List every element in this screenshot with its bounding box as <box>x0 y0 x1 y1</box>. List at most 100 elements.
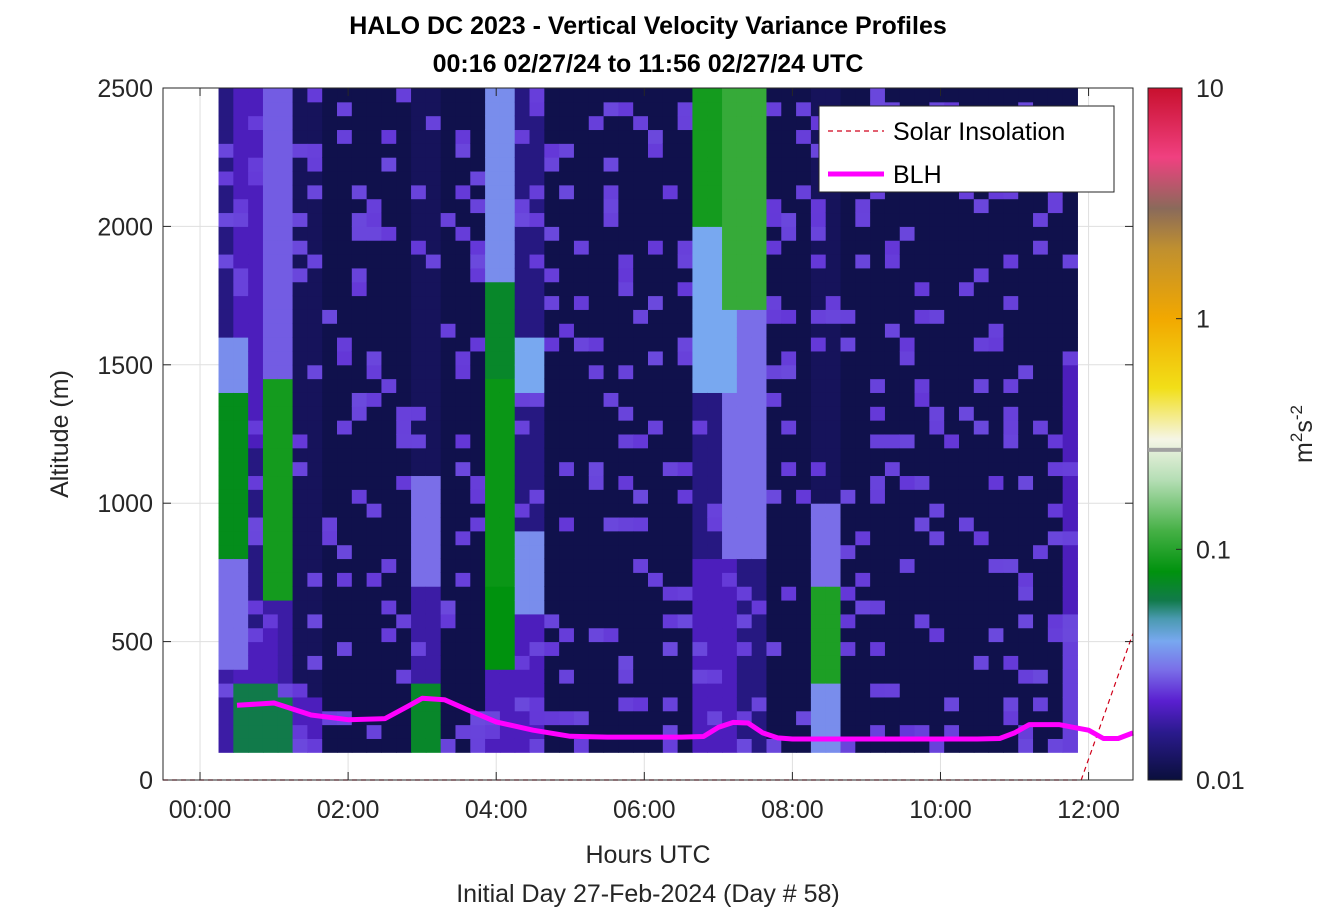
heatmap-cell <box>366 724 382 739</box>
heatmap-cell <box>485 212 501 227</box>
heatmap-cell <box>485 434 501 449</box>
heatmap-cell <box>337 350 353 366</box>
heatmap-cell <box>781 406 797 421</box>
heatmap-cell <box>796 669 812 684</box>
heatmap-cell <box>485 364 501 380</box>
heatmap-cell <box>1003 88 1019 103</box>
heatmap-cell <box>1033 572 1049 587</box>
heatmap-cell <box>218 364 234 380</box>
heatmap-cell <box>381 378 397 393</box>
heatmap-cell <box>722 240 738 255</box>
heatmap-cell <box>381 295 397 310</box>
heatmap-cell <box>1003 683 1019 698</box>
heatmap-cell <box>1018 572 1034 587</box>
heatmap-cell <box>307 724 323 739</box>
heatmap-cell <box>884 281 901 297</box>
heatmap-cell <box>544 517 560 532</box>
heatmap-cell <box>648 129 664 144</box>
heatmap-cell <box>277 364 294 380</box>
heatmap-cell <box>603 627 619 643</box>
heatmap-cell <box>292 627 308 643</box>
heatmap-cell <box>988 406 1004 421</box>
heatmap-cell <box>248 641 264 656</box>
heatmap-cell <box>944 544 960 560</box>
heatmap-cell <box>944 503 960 518</box>
heatmap-cell <box>1003 655 1019 670</box>
heatmap-cell <box>529 115 545 131</box>
heatmap-cell <box>633 641 649 656</box>
heatmap-cell <box>588 669 605 684</box>
heatmap-cell <box>662 641 679 656</box>
heatmap-cell <box>351 489 368 504</box>
heatmap-cell <box>766 226 782 241</box>
heatmap-cell <box>322 309 338 324</box>
heatmap-cell <box>810 281 827 297</box>
heatmap-cell <box>455 198 471 214</box>
heatmap-cell <box>1018 696 1034 712</box>
heatmap-cell <box>766 101 782 117</box>
heatmap-cell <box>1047 323 1064 338</box>
heatmap-cell <box>825 88 842 103</box>
heatmap-cell <box>514 683 531 698</box>
heatmap-cell <box>470 696 486 712</box>
heatmap-cell <box>1062 710 1078 726</box>
heatmap-cell <box>944 378 960 393</box>
heatmap-cell <box>440 281 456 297</box>
heatmap-cell <box>1033 281 1049 297</box>
heatmap-cell <box>455 655 471 670</box>
heatmap-cell <box>396 406 412 421</box>
heatmap-cell <box>233 323 249 338</box>
heatmap-cell <box>1062 434 1078 449</box>
heatmap-cell <box>307 461 323 477</box>
heatmap-cell <box>307 378 323 393</box>
heatmap-cell <box>603 240 619 255</box>
heatmap-cell <box>499 530 516 546</box>
heatmap-cell <box>855 600 871 615</box>
heatmap-cell <box>425 350 442 366</box>
heatmap-cell <box>766 198 782 214</box>
heatmap-cell <box>855 738 871 753</box>
heatmap-cell <box>337 461 353 477</box>
heatmap-cell <box>855 434 871 449</box>
heatmap-cell <box>988 641 1004 656</box>
heatmap-cell <box>796 544 812 560</box>
heatmap-cell <box>825 696 842 712</box>
heatmap-cell <box>840 378 856 393</box>
heatmap-cell <box>366 696 382 712</box>
heatmap-cell <box>366 115 382 131</box>
heatmap-cell <box>529 171 545 186</box>
heatmap-cell <box>677 544 693 560</box>
heatmap-cell <box>544 544 560 560</box>
heatmap-cell <box>899 475 916 490</box>
heatmap-cell <box>544 323 560 338</box>
heatmap-cell <box>322 434 338 449</box>
heatmap-cell <box>618 184 634 200</box>
heatmap-cell <box>692 378 708 393</box>
heatmap-cell <box>425 323 442 338</box>
heatmap-cell <box>499 461 516 477</box>
heatmap-cell <box>929 254 945 269</box>
heatmap-cell <box>411 184 427 200</box>
heatmap-cell <box>396 281 412 297</box>
heatmap-cell <box>411 558 427 573</box>
heatmap-cell <box>366 184 382 200</box>
heatmap-cell <box>677 517 693 532</box>
heatmap-cell <box>351 157 368 172</box>
heatmap-cell <box>573 184 590 200</box>
heatmap-cell <box>973 558 990 573</box>
heatmap-cell <box>1047 475 1064 490</box>
heatmap-cell <box>618 115 634 131</box>
heatmap-cell <box>648 447 664 463</box>
heatmap-cell <box>825 461 842 477</box>
y-tick-label: 500 <box>111 629 153 657</box>
heatmap-cell <box>648 738 664 753</box>
heatmap-cell <box>825 572 842 587</box>
heatmap-cell <box>1003 226 1019 241</box>
heatmap-cell <box>455 406 471 421</box>
heatmap-cell <box>322 240 338 255</box>
heatmap-cell <box>736 101 753 117</box>
heatmap-cell <box>618 295 634 310</box>
heatmap-cell <box>870 613 886 629</box>
heatmap-cell <box>825 655 842 670</box>
heatmap-cell <box>322 503 338 518</box>
